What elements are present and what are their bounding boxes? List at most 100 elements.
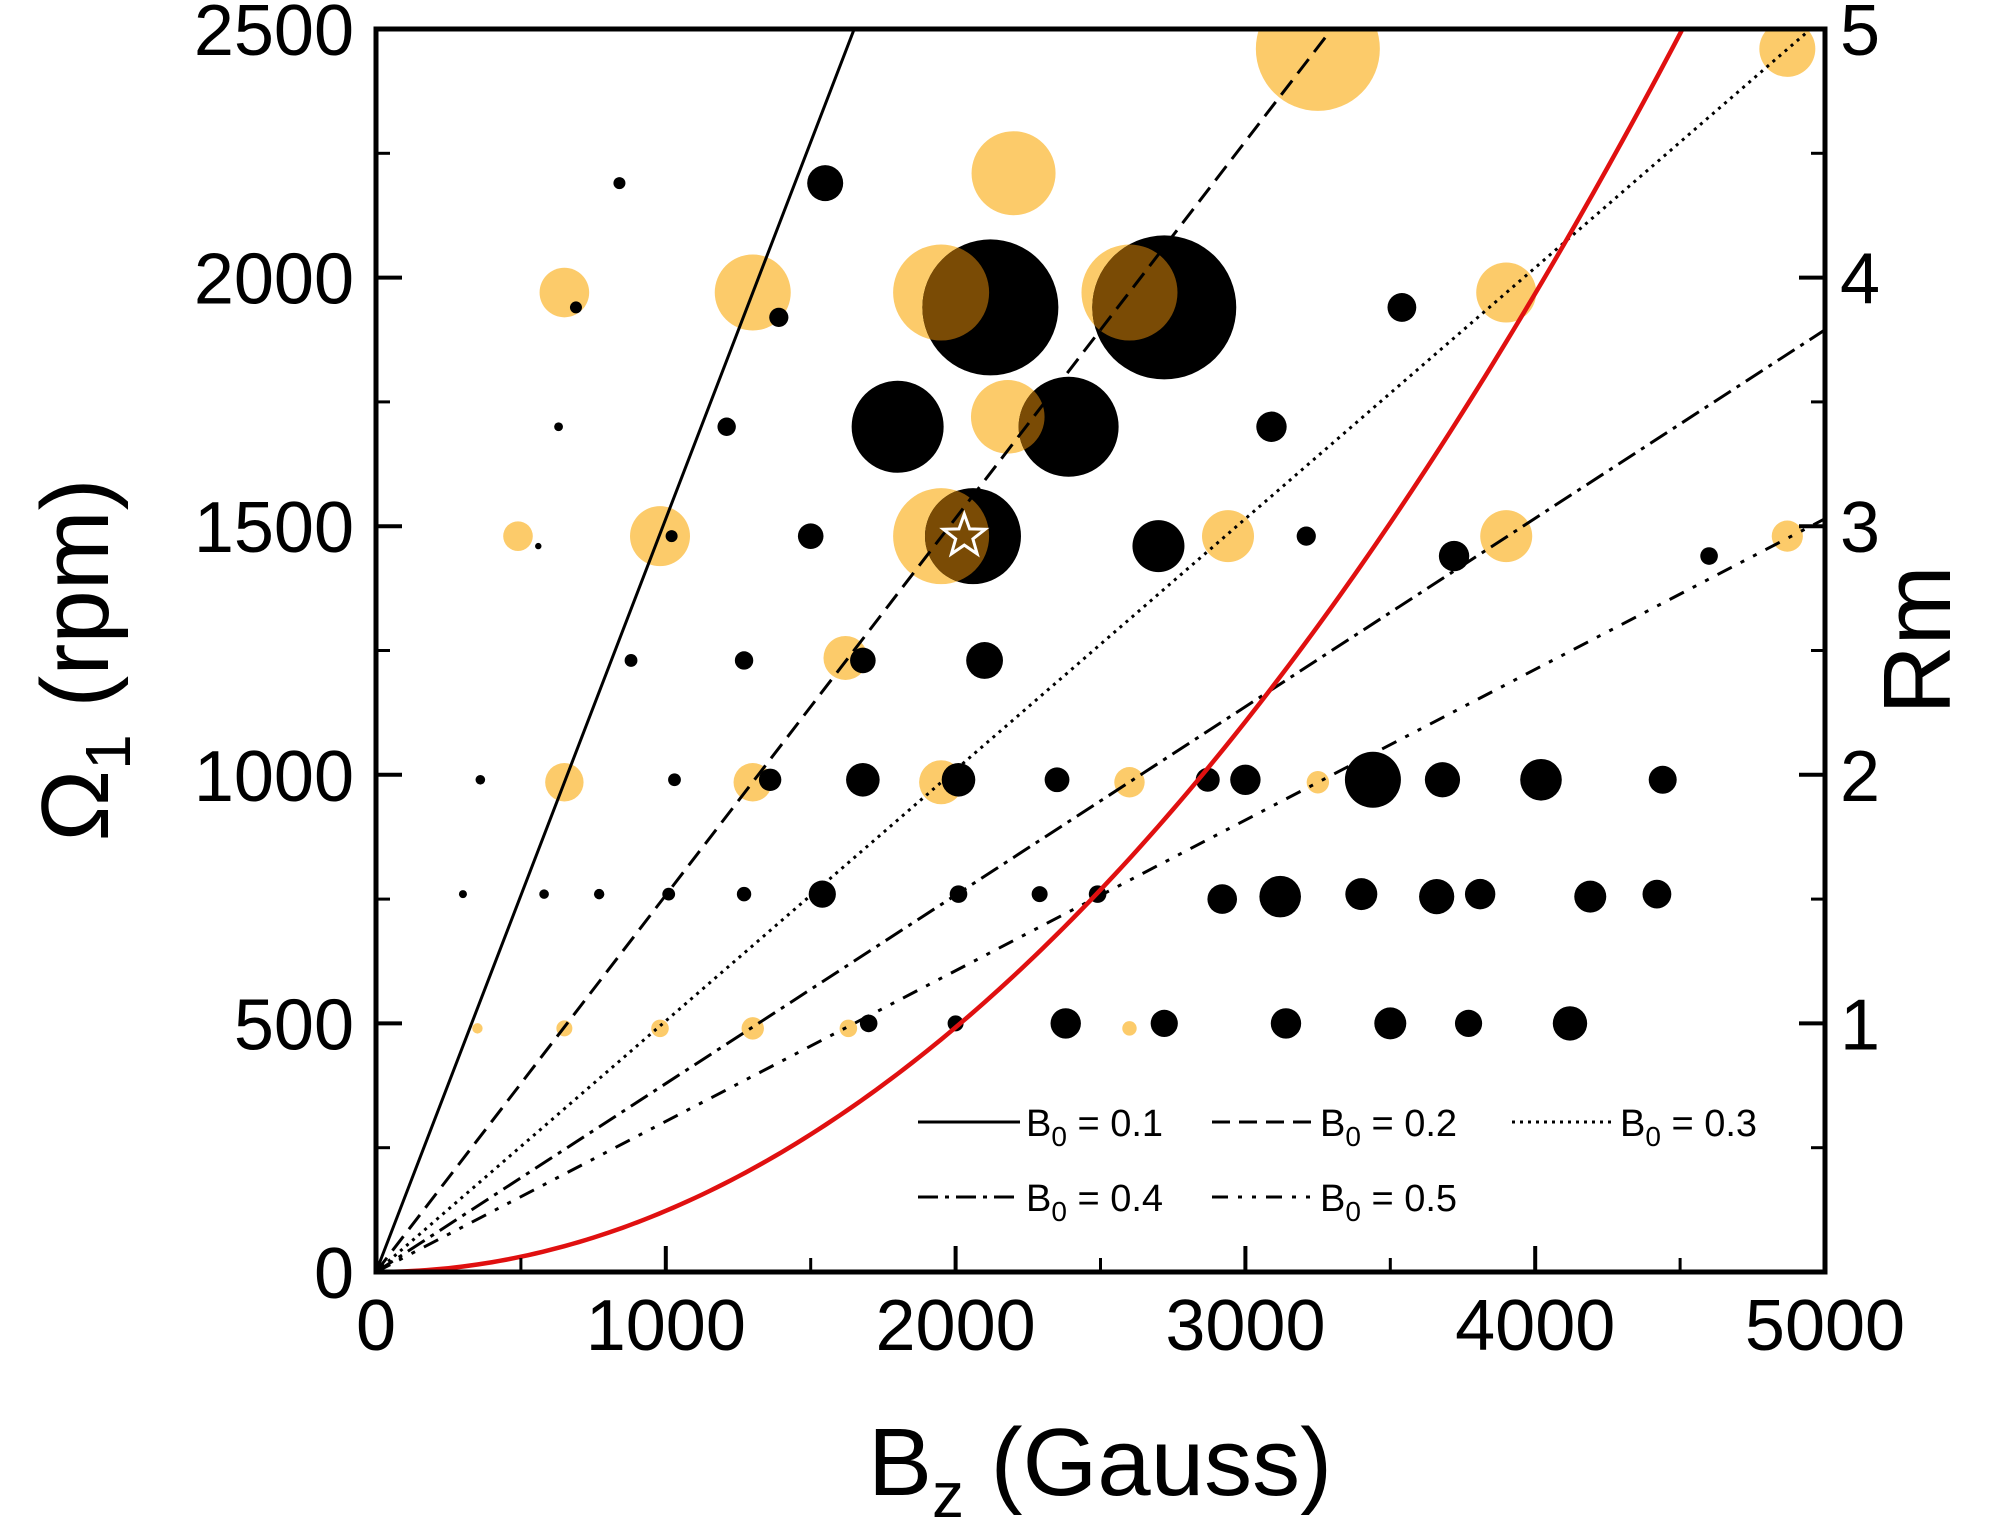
data-point <box>1438 540 1470 572</box>
data-point <box>1759 29 1816 77</box>
data-point <box>717 417 736 436</box>
data-point <box>1642 879 1672 909</box>
y2-tick-label: 1 <box>1840 985 1880 1065</box>
data-point <box>1419 879 1455 915</box>
data-point <box>941 762 976 797</box>
data-point <box>1771 520 1803 552</box>
y2-tick-label: 5 <box>1840 0 1880 71</box>
legend-label-1: B0 = 0.1 <box>1026 1103 1163 1152</box>
y-tick-label: 1000 <box>194 737 354 817</box>
b0-line-1 <box>376 29 856 1272</box>
data-point <box>797 523 824 549</box>
x-tick-label: 1000 <box>586 1286 746 1366</box>
data-point <box>503 521 533 551</box>
data-point <box>668 773 681 787</box>
data-point <box>1700 547 1718 565</box>
data-point <box>1255 29 1380 111</box>
data-point <box>458 890 467 899</box>
legend-label-rest: = 0.4 <box>1067 1178 1163 1220</box>
data-point <box>1476 262 1537 323</box>
legend-label-main: B <box>1026 1178 1051 1220</box>
data-point <box>1387 293 1417 322</box>
data-point <box>1552 1006 1588 1041</box>
data-point <box>1202 510 1255 563</box>
legend-label-main: B <box>1026 1103 1051 1145</box>
b0-line-4 <box>376 328 1825 1272</box>
y-axis-title: Ω1 (rpm) <box>22 478 144 841</box>
x-tick-label: 5000 <box>1745 1286 1905 1366</box>
data-point <box>665 530 678 543</box>
x-tick-label: 2000 <box>876 1286 1036 1366</box>
data-point <box>539 267 590 318</box>
data-point <box>839 1019 858 1038</box>
y2-axis-title: Rm <box>1864 565 1971 714</box>
data-point <box>1050 1008 1081 1039</box>
y-tick-label: 1500 <box>194 488 354 568</box>
star-marker <box>939 509 990 558</box>
data-point <box>1122 1021 1137 1036</box>
legend-label-sub: 0 <box>1051 1196 1067 1227</box>
data-point <box>1256 411 1287 442</box>
b0-line-2 <box>376 29 1334 1272</box>
x-tick-label: 3000 <box>1165 1286 1325 1366</box>
x-axis-title: Bz (Gauss) <box>868 1409 1332 1529</box>
legend-label-main: B <box>1320 1178 1345 1220</box>
data-point <box>569 301 582 314</box>
data-point <box>758 768 782 791</box>
legend-label-rest: = 0.3 <box>1661 1103 1757 1145</box>
data-point <box>1424 762 1461 798</box>
data-point <box>613 177 626 190</box>
data-point <box>1520 758 1562 801</box>
legend-label-main: B <box>1320 1103 1345 1145</box>
data-point <box>850 647 876 674</box>
data-point <box>1270 1008 1302 1039</box>
data-point <box>554 422 563 432</box>
overlap-region <box>922 244 990 341</box>
data-point <box>624 654 638 667</box>
data-point <box>539 889 549 899</box>
overlap-region <box>1092 244 1178 341</box>
data-point <box>472 1023 483 1034</box>
data-point <box>651 1019 669 1038</box>
data-point <box>734 651 754 670</box>
axes: 0 1000 2000 3000 4000 5000 0 500 1000 1500 2000 250… <box>194 0 1905 1366</box>
legend-label-rest: = 0.2 <box>1361 1103 1457 1145</box>
y-tick-label: 2000 <box>194 240 354 320</box>
data-point <box>846 762 880 797</box>
data-point <box>1345 878 1378 911</box>
legend-label-main: B <box>1620 1103 1645 1145</box>
data-point <box>1044 767 1070 793</box>
data-point <box>947 1015 964 1032</box>
data-point <box>807 165 844 202</box>
plot-frame <box>373 26 1828 1275</box>
b0-line-3 <box>376 29 1813 1272</box>
data-point <box>1454 1009 1483 1037</box>
legend-label-rest: = 0.5 <box>1361 1178 1457 1220</box>
data-point <box>966 642 1003 679</box>
y-tick-label: 2500 <box>194 0 354 71</box>
data-point <box>769 307 789 327</box>
data-point <box>851 380 944 473</box>
data-point <box>535 542 542 550</box>
y2-tick-label: 3 <box>1840 488 1880 568</box>
legend-label-rest: = 0.1 <box>1067 1103 1163 1145</box>
data-point <box>1648 765 1677 794</box>
x-tick-label: 0 <box>356 1286 396 1366</box>
data-point <box>1150 1009 1178 1037</box>
legend-label-3: B0 = 0.3 <box>1620 1103 1757 1152</box>
data-point <box>593 888 605 900</box>
data-point <box>1306 771 1330 794</box>
y-tick-label: 500 <box>234 985 354 1065</box>
y2-tick-label: 4 <box>1840 240 1880 320</box>
legend: B0 = 0.1 B0 = 0.2 B0 = 0.3B0 = 0.4 B0 = 0.5 <box>918 1103 1757 1227</box>
legend-label-2: B0 = 0.2 <box>1320 1103 1457 1152</box>
reference-lines <box>376 29 1825 1272</box>
data-point <box>1230 764 1261 795</box>
b0-line-5 <box>376 517 1825 1272</box>
x-tick-label: 4000 <box>1455 1286 1615 1366</box>
parabola-curve <box>376 29 1686 1272</box>
legend-label-4: B0 = 0.4 <box>1026 1178 1163 1227</box>
data-point <box>971 131 1056 216</box>
data-point <box>736 886 752 902</box>
